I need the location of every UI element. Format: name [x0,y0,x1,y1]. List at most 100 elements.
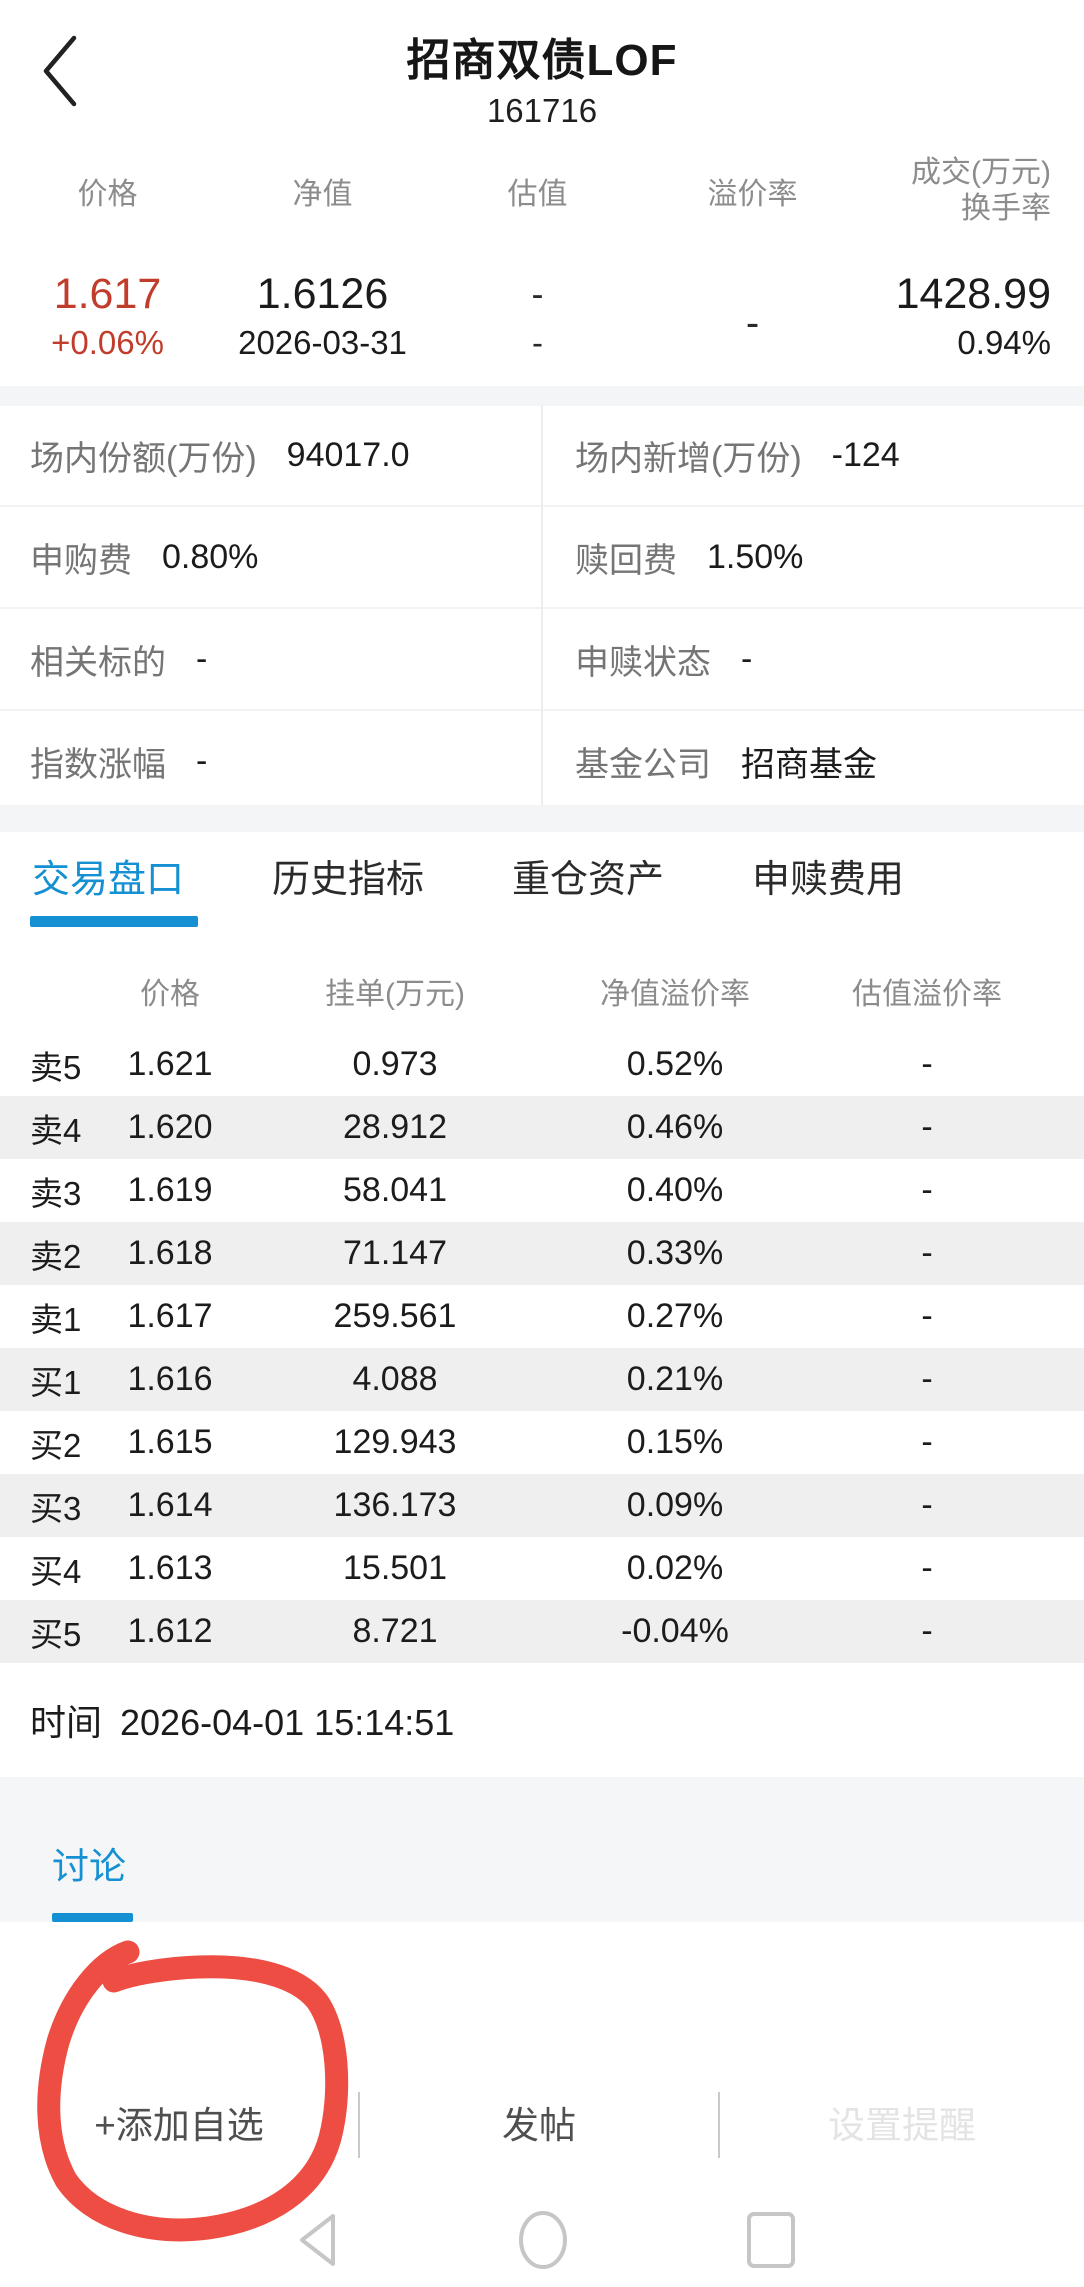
discussion-section-band [0,1777,1084,1922]
info-row: 指数涨幅 - 基金公司 招商基金 [0,711,1084,811]
add-watchlist-button[interactable]: +添加自选 [94,2105,264,2146]
summary-header-row: 价格 净值 估值 溢价率 成交(万元) 换手率 [0,150,1084,232]
orderbook-nav-premium: 0.09% [626,1486,724,1524]
info-value: 招商基金 [741,745,877,784]
orderbook-nav-premium: 0.02% [626,1549,724,1587]
orderbook-nav-premium: 0.27% [626,1297,724,1335]
orderbook-level: 卖2 [30,1237,82,1275]
summary-values-row: 1.617 +0.06% 1.6126 2026-03-31 - - - 142… [0,252,1084,380]
orderbook-est-premium: - [921,1045,933,1083]
orderbook-row: 卖2 1.618 71.147 0.33% - [0,1222,1084,1285]
orderbook-nav-premium: 0.21% [626,1360,724,1398]
price-cell: 1.617 +0.06% [0,252,215,380]
discussion-tab-underline [52,1913,133,1922]
post-button[interactable]: 发帖 [502,2105,576,2146]
tab-discussion[interactable]: 讨论 [52,1846,126,1887]
orderbook-nav-premium: -0.04% [621,1612,729,1650]
info-label: 基金公司 [575,745,711,784]
nav-home-icon[interactable] [517,2209,569,2271]
summary-header-turnover-line1: 成交(万元) [911,156,1051,189]
info-label: 申购费 [30,541,132,580]
orderbook-price: 1.617 [127,1297,213,1335]
summary-header-estimate: 估值 [507,178,568,211]
nav-cell: 1.6126 2026-03-31 [215,252,430,380]
summary-header-price: 价格 [77,178,138,211]
turnover-value: 1428.99 [895,270,1051,318]
orderbook-est-premium: - [921,1423,933,1461]
orderbook-est-premium: - [921,1297,933,1335]
nav-date: 2026-03-31 [238,324,407,361]
section-divider [0,805,1084,832]
orderbook-est-premium: - [921,1549,933,1587]
active-tab-underline [30,916,198,927]
orderbook-volume: 129.943 [333,1423,457,1461]
orderbook-est-premium: - [921,1234,933,1272]
tab-major-holdings[interactable]: 重仓资产 [512,858,665,901]
tab-history-metrics[interactable]: 历史指标 [272,858,425,901]
info-value: - [741,639,753,678]
action-divider [358,2092,360,2158]
orderbook-volume: 8.721 [352,1612,438,1650]
summary-header-turnover: 成交(万元) 换手率 [860,155,1084,227]
back-icon[interactable] [30,30,90,112]
quote-time-label: 时间 [30,1702,103,1743]
orderbook-est-premium: - [921,1486,933,1524]
nav-back-icon[interactable] [296,2212,338,2268]
orderbook-nav-premium: 0.46% [626,1108,724,1146]
summary-header-premium: 溢价率 [707,178,798,211]
orderbook-price: 1.614 [127,1486,213,1524]
orderbook-level: 买4 [30,1552,82,1590]
estimate-cell: - - [430,252,645,380]
nav-value: 1.6126 [256,270,389,318]
orderbook-volume: 259.561 [333,1297,457,1335]
orderbook-row: 买5 1.612 8.721 -0.04% - [0,1600,1084,1663]
orderbook-header-row: 价格 挂单(万元) 净值溢价率 估值溢价率 [0,952,1084,1030]
orderbook-header-price: 价格 [140,978,200,1011]
orderbook-level: 卖5 [30,1048,82,1086]
orderbook-est-premium: - [921,1171,933,1209]
orderbook-row: 卖1 1.617 259.561 0.27% - [0,1285,1084,1348]
orderbook-nav-premium: 0.40% [626,1171,724,1209]
orderbook: 卖5 1.621 0.973 0.52% - 卖4 1.620 28.912 0… [0,1033,1084,1663]
orderbook-nav-premium: 0.52% [626,1045,724,1083]
orderbook-row: 买2 1.615 129.943 0.15% - [0,1411,1084,1474]
info-label: 赎回费 [575,541,677,580]
estimate-value: - [531,273,544,314]
summary-header-nav: 净值 [292,178,353,211]
info-value: - [196,639,208,678]
orderbook-nav-premium: 0.33% [626,1234,724,1272]
orderbook-est-premium: - [921,1612,933,1650]
tab-trading-book[interactable]: 交易盘口 [32,858,185,901]
orderbook-volume: 4.088 [352,1360,438,1398]
set-alert-button[interactable]: 设置提醒 [828,2105,976,2146]
nav-recents-icon[interactable] [746,2211,796,2269]
orderbook-level: 买1 [30,1363,82,1401]
orderbook-level: 买3 [30,1489,82,1527]
orderbook-row: 卖3 1.619 58.041 0.40% - [0,1159,1084,1222]
fund-code: 161716 [486,92,598,129]
quote-time-value: 2026-04-01 15:14:51 [120,1702,455,1743]
orderbook-price: 1.612 [127,1612,213,1650]
orderbook-row: 买1 1.616 4.088 0.21% - [0,1348,1084,1411]
page-title: 招商双债LOF [406,36,678,85]
bottom-action-bar: +添加自选 发帖 设置提醒 [0,2092,1084,2158]
info-value: 94017.0 [286,435,410,474]
price-change: +0.06% [51,324,164,361]
orderbook-est-premium: - [921,1108,933,1146]
orderbook-level: 买5 [30,1615,82,1653]
orderbook-row: 卖4 1.620 28.912 0.46% - [0,1096,1084,1159]
orderbook-volume: 71.147 [343,1234,447,1272]
tab-subscription-fees[interactable]: 申赎费用 [752,858,905,901]
info-label: 场内份额(万份) [30,439,257,478]
orderbook-header-nav-premium: 净值溢价率 [600,978,750,1011]
info-label: 申赎状态 [575,643,711,682]
info-value: 0.80% [162,537,259,576]
orderbook-price: 1.616 [127,1360,213,1398]
orderbook-level: 卖1 [30,1300,82,1338]
orderbook-volume: 28.912 [343,1108,447,1146]
action-divider [718,2092,720,2158]
turnover-rate: 0.94% [957,324,1051,361]
orderbook-volume: 0.973 [352,1045,438,1083]
quote-time: 时间 2026-04-01 15:14:51 [0,1688,1084,1758]
